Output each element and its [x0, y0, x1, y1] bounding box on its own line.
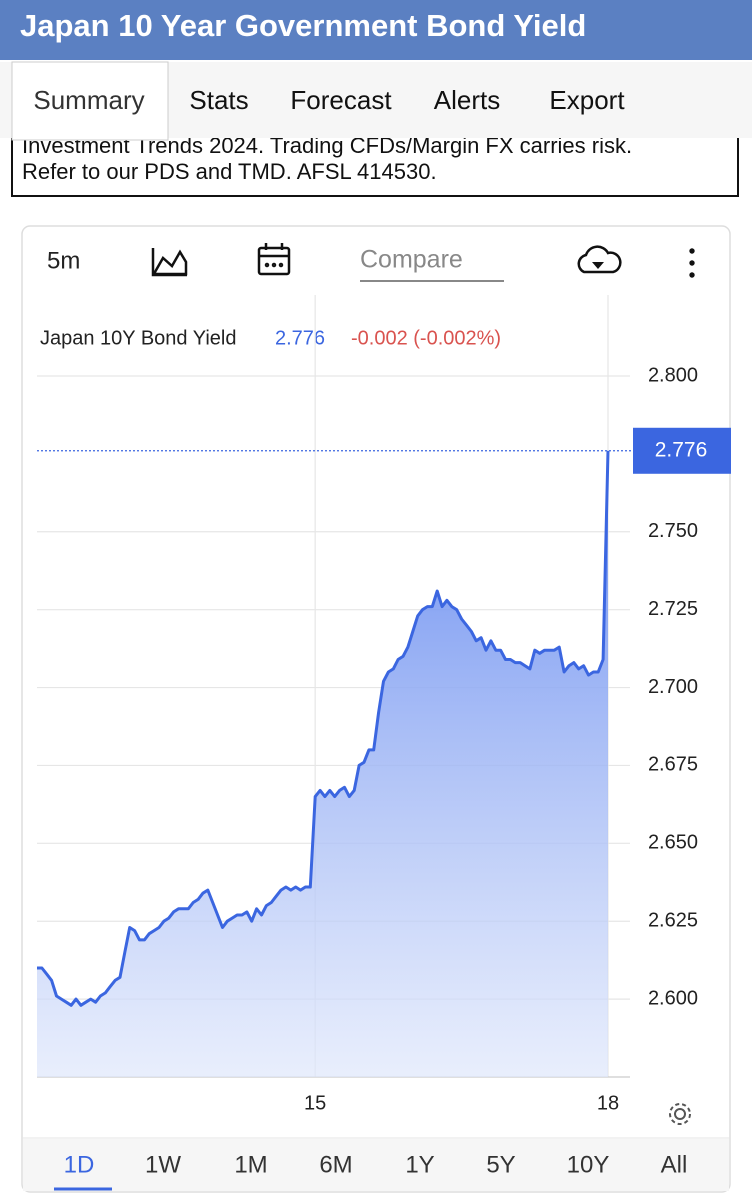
x-tick-label: 15 [304, 1092, 326, 1114]
x-tick-label: 18 [597, 1092, 619, 1114]
area-fill [37, 450, 608, 1077]
range-button[interactable]: 6M [319, 1151, 352, 1178]
legend-change: -0.002 (-0.002%) [351, 327, 501, 349]
y-tick-label: 2.700 [648, 676, 698, 698]
y-tick-label: 2.725 [648, 598, 698, 620]
y-tick-label: 2.750 [648, 520, 698, 542]
y-tick-label: 2.600 [648, 987, 698, 1009]
range-button[interactable]: 1D [64, 1151, 95, 1178]
range-button[interactable]: 10Y [567, 1151, 610, 1178]
active-tab [11, 61, 169, 141]
last-value-box [633, 427, 731, 474]
header-bar [0, 0, 752, 60]
y-tick-label: 2.625 [648, 910, 698, 932]
settings-icon[interactable] [669, 1103, 691, 1125]
calendar-icon[interactable] [257, 243, 291, 276]
range-button[interactable]: All [661, 1151, 688, 1178]
compare-input[interactable]: Compare [360, 246, 463, 274]
y-tick-label: 2.800 [648, 364, 698, 386]
tab[interactable]: Summary [33, 85, 144, 115]
line [37, 450, 610, 1007]
chart-type-icon[interactable] [151, 248, 188, 277]
menu-icon[interactable] [689, 248, 695, 278]
tab[interactable]: Stats [189, 85, 248, 115]
range-button[interactable]: 1M [234, 1151, 267, 1178]
download-icon[interactable] [577, 245, 622, 274]
y-tick-label: 2.650 [648, 832, 698, 854]
legend-name: Japan 10Y Bond Yield [40, 327, 236, 349]
last-value-label: 2.776 [655, 438, 708, 461]
range-button[interactable]: 5Y [486, 1151, 515, 1178]
interval-button[interactable]: 5m [47, 247, 80, 274]
tab[interactable]: Alerts [434, 85, 500, 115]
range-button[interactable]: 1W [145, 1151, 181, 1178]
tab[interactable]: Forecast [290, 85, 392, 115]
page-title: Japan 10 Year Government Bond Yield [20, 8, 586, 43]
tab[interactable]: Export [549, 85, 625, 115]
range-button[interactable]: 1Y [405, 1151, 434, 1178]
range-bar [23, 1139, 729, 1191]
legend-value: 2.776 [275, 327, 325, 349]
y-tick-label: 2.675 [648, 754, 698, 776]
disclaimer-line: Refer to our PDS and TMD. AFSL 414530. [22, 159, 437, 184]
